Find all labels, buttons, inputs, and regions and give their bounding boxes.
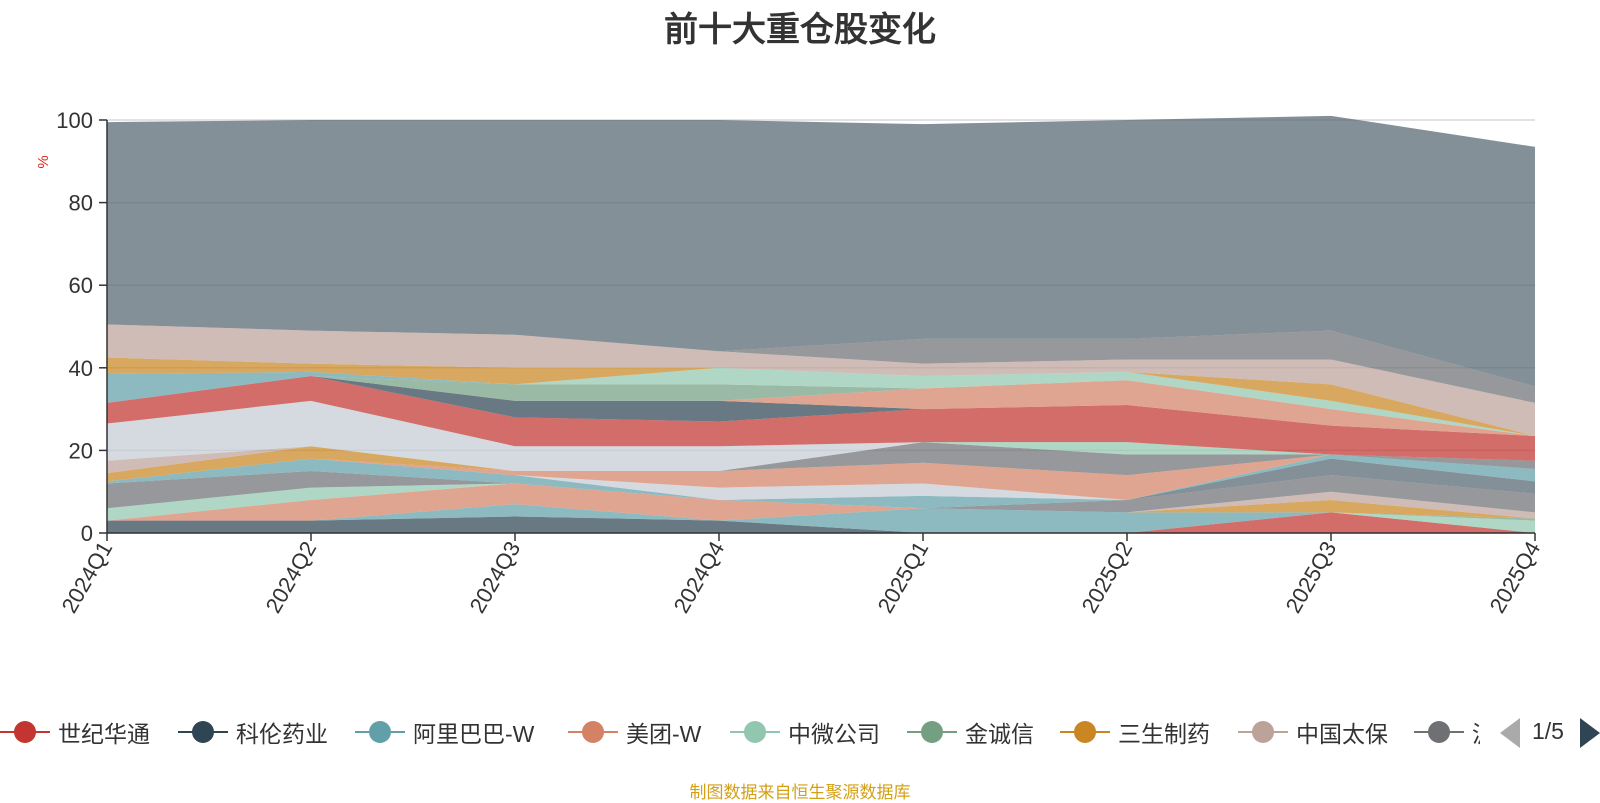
legend-marker-icon: [178, 721, 228, 743]
legend-marker-icon: [568, 721, 618, 743]
area-series-20: [107, 376, 1535, 436]
area-series-25: [107, 324, 1535, 436]
area-series-6: [107, 483, 1535, 519]
legend-item[interactable]: 世纪华通: [0, 712, 150, 752]
x-tick-label: 2024Q2: [261, 537, 322, 617]
area-series-27: [107, 115, 1535, 387]
area-series-9: [107, 458, 1535, 509]
y-tick-label: 80: [69, 191, 93, 216]
legend-marker-icon: [355, 721, 405, 743]
x-tick-label: 2025Q1: [873, 537, 934, 617]
legend-item-label: 美团-W: [626, 721, 702, 747]
area-series-11: [107, 454, 1535, 500]
area-series-21: [107, 376, 1535, 436]
area-series-15: [107, 442, 1535, 474]
legend-item-label: 沪: [1472, 715, 1480, 749]
area-series-2: [107, 504, 1535, 533]
legend-item-label: 世纪华通: [58, 721, 150, 747]
legend-prev-page-button[interactable]: [1500, 718, 1520, 748]
area-series-1: [107, 512, 1535, 533]
y-tick-label: 40: [69, 356, 93, 381]
legend-item-label: 科伦药业: [236, 721, 328, 747]
legend-item[interactable]: 三生制药: [1060, 712, 1210, 752]
legend-item[interactable]: 美团-W: [568, 712, 701, 752]
legend-item[interactable]: 科伦药业: [178, 712, 328, 752]
legend-marker-icon: [730, 721, 780, 743]
legend: 世纪华通 科伦药业 阿里巴巴-W 美团-W 中微公司 金诚信 三生制药 中国太保 沪: [0, 712, 1480, 752]
legend-marker-icon: [1060, 721, 1110, 743]
legend-item-label: 阿里巴巴-W: [413, 721, 535, 747]
y-tick-label: 0: [81, 521, 93, 546]
source-note: 制图数据来自恒生聚源数据库: [689, 783, 911, 802]
area-series-7: [107, 483, 1535, 519]
legend-item[interactable]: 中微公司: [730, 712, 880, 752]
legend-item-label: 中微公司: [788, 721, 880, 747]
chart-title: 前十大重仓股变化: [664, 11, 936, 49]
y-tick-label: 100: [56, 108, 93, 133]
y-axis-unit: %: [35, 155, 52, 168]
y-tick-label: 60: [69, 273, 93, 298]
legend-marker-icon: [0, 721, 50, 743]
legend-item[interactable]: 中国太保: [1238, 712, 1388, 752]
legend-next-page-button[interactable]: [1580, 718, 1600, 748]
x-tick-label: 2025Q2: [1077, 537, 1138, 617]
legend-pager: 1/5: [1500, 716, 1600, 752]
area-series-26: [107, 324, 1535, 403]
legend-page-indicator: 1/5: [1532, 718, 1564, 744]
area-series-0: [107, 512, 1535, 533]
x-tick-label: 2024Q1: [57, 537, 118, 617]
area-series-19: [107, 376, 1535, 436]
legend-item[interactable]: 沪: [1414, 712, 1480, 752]
area-series-22: [107, 367, 1535, 436]
area-series-18: [107, 376, 1535, 461]
area-series-10: [107, 454, 1535, 509]
area-series-12: [107, 454, 1535, 500]
stacked-areas: [107, 115, 1535, 533]
legend-item[interactable]: 阿里巴巴-W: [355, 712, 534, 752]
area-series-17: [107, 400, 1535, 472]
legend-item-label: 三生制药: [1118, 721, 1210, 747]
x-tick-label: 2024Q3: [465, 537, 526, 617]
area-series-24: [107, 357, 1535, 436]
legend-marker-icon: [1238, 721, 1288, 743]
legend-item-label: 中国太保: [1296, 721, 1388, 747]
area-series-14: [107, 442, 1535, 476]
area-series-3: [107, 483, 1535, 533]
x-tick-label: 2024Q4: [669, 537, 730, 617]
area-series-23: [107, 367, 1535, 436]
legend-marker-icon: [1414, 721, 1464, 743]
x-tick-label: 2025Q3: [1281, 537, 1342, 617]
area-series-8: [107, 471, 1535, 513]
legend-marker-icon: [907, 721, 957, 743]
y-tick-label: 20: [69, 438, 93, 463]
x-tick-label: 2025Q4: [1485, 537, 1546, 617]
legend-item[interactable]: 金诚信: [907, 712, 1034, 752]
legend-item-label: 金诚信: [965, 721, 1034, 747]
